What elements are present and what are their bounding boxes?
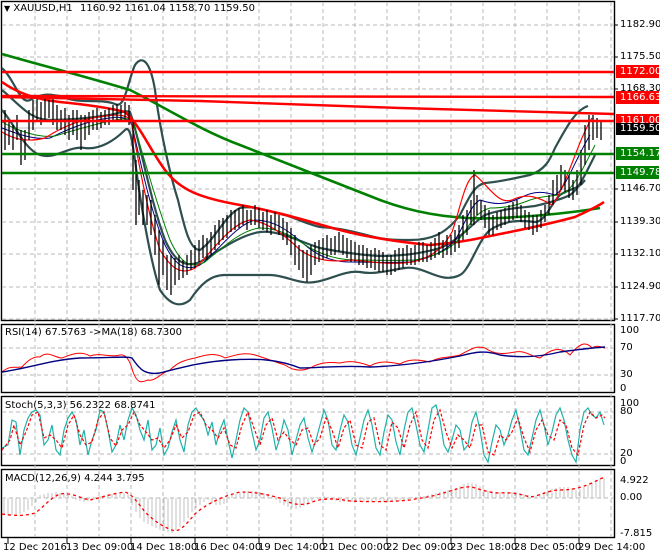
vertical-grid (34, 2, 612, 537)
price-tick: 1175.50 (620, 51, 660, 62)
rsi-title: RSI(14) 67.5763 ->MA(18) 68.7300 (5, 327, 182, 338)
horizontal-grid (2, 24, 614, 499)
ma-fast-green (1, 118, 596, 266)
macd-title: MACD(12,26,9) 4.244 3.795 (5, 473, 145, 484)
ma-slow-green (1, 52, 601, 220)
price-tick: 1182.90 (620, 19, 660, 30)
stoch-tick: 100 (620, 398, 640, 409)
price-tick: 1139.30 (620, 216, 660, 227)
stoch-title: Stoch(5,3,3) 56.2322 68.8741 (5, 400, 156, 411)
stoch-pane (1, 403, 606, 464)
pane-borders (0, 0, 616, 539)
macd-pane (1, 476, 606, 533)
stoch-tick: 0 (620, 456, 627, 467)
rsi-tick: 0 (620, 383, 627, 394)
macd-tick: 0.00 (620, 492, 643, 503)
level-tag-support: 1149.78 (616, 166, 660, 179)
ma-fast-red (1, 114, 593, 272)
ma-fast-blue (1, 116, 591, 269)
rsi-pane (1, 343, 606, 383)
stoch-tick: 20 (620, 448, 633, 459)
level-tag-support: 1154.17 (616, 147, 660, 160)
price-tick: 1117.70 (620, 313, 660, 324)
time-label: 29 Dec 14:00 (578, 542, 646, 553)
rsi-tick: 70 (620, 342, 633, 353)
time-label: 23 Dec 18:00 (450, 542, 518, 553)
level-tag-resistance: 1166.63 (616, 91, 660, 104)
time-label: 14 Dec 18:00 (130, 542, 198, 553)
time-label: 16 Dec 04:00 (194, 542, 262, 553)
time-label: 13 Dec 09:00 (66, 542, 134, 553)
ohlc-values: 1160.92 1161.04 1158.70 1159.50 (79, 3, 255, 14)
symbol-label: XAUUSD,H1 (13, 3, 73, 14)
resistance-levels (1, 70, 615, 123)
rsi-tick: 100 (620, 325, 640, 336)
axis-ticks (7, 24, 618, 544)
time-label: 22 Dec 09:00 (386, 542, 454, 553)
support-levels (2, 152, 614, 175)
price-tick: 1146.70 (620, 183, 660, 194)
price-bars (4, 95, 602, 295)
price-tick: 1124.90 (620, 281, 660, 292)
time-label: 28 Dec 05:00 (514, 542, 582, 553)
rsi-tick: 30 (620, 369, 633, 380)
stoch-tick: 80 (620, 406, 633, 417)
time-label: 21 Dec 00:00 (322, 542, 390, 553)
chart-header: ▼ XAUUSD,H1 1160.92 1161.04 1158.70 1159… (4, 3, 255, 14)
current-price-tag: 1159.50 (616, 123, 660, 135)
macd-signal (1, 476, 606, 532)
price-tick: 1168.30 (620, 83, 660, 94)
macd-tick: -7.815 (620, 528, 653, 539)
macd-histogram (3, 478, 605, 533)
price-tick: 1132.10 (620, 248, 660, 259)
time-label: 19 Dec 14:00 (258, 542, 326, 553)
level-tag-resistance: 1172.00 (616, 65, 660, 78)
macd-tick: 4.922 (620, 475, 649, 486)
time-label: 12 Dec 2016 (3, 542, 67, 553)
triangle-down-icon[interactable]: ▼ (4, 4, 11, 13)
